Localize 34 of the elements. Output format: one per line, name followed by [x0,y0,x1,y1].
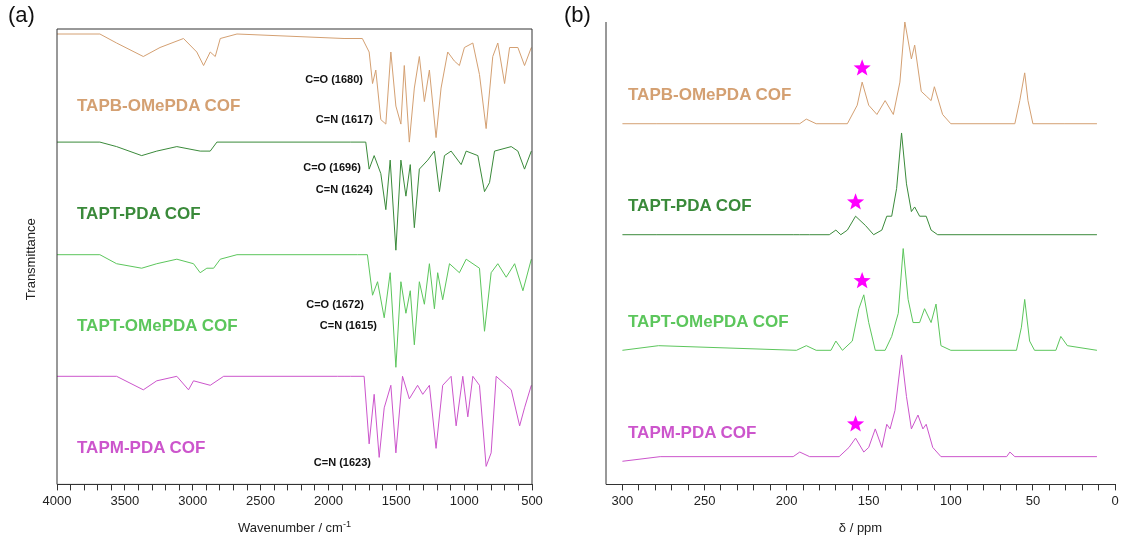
x-tick-label: 1000 [449,492,479,508]
x-tick-label: 250 [693,492,716,508]
annotation: C=O (1672) [306,298,365,311]
text: TAPB-OMePDA COF [77,95,241,115]
x-tick-label: 0 [1111,492,1119,508]
x-tick-label: 4000 [42,492,72,508]
annotation: C=N (1624) [315,183,374,196]
text: (a) [8,2,35,28]
series-label: TAPM-PDA COF [628,422,757,442]
text: (b) [564,2,591,28]
x-tick-label: 3500 [110,492,140,508]
y-axis-title: Transmittance [23,218,38,301]
x-tick-label: 2000 [313,492,343,508]
annotation: C=O (1680) [305,73,364,86]
x-tick-label: 150 [857,492,880,508]
annotation: C=N (1617) [315,113,374,126]
annotation: C=O (1696) [303,161,362,174]
text: TAPT-PDA COF [77,203,201,223]
series-label: TAPT-PDA COF [628,196,752,216]
x-tick-label: 3000 [178,492,208,508]
x-tick-label: 100 [939,492,962,508]
annotation: C=N (1615) [319,319,378,332]
x-tick-label: 200 [775,492,798,508]
x-tick-label: 50 [1025,492,1041,508]
x-tick-label: 2500 [246,492,276,508]
x-tick-label: 500 [521,492,543,508]
x-axis-title: δ / ppm [838,520,883,535]
text: TAPT-OMePDA COF [77,316,238,336]
annotation: C=N (1623) [313,456,372,469]
x-tick-label: 300 [611,492,634,508]
text: TAPM-PDA COF [77,437,206,457]
series-label: TAPB-OMePDA COF [628,85,792,105]
series-label: TAPT-OMePDA COF [628,311,789,331]
x-tick-label: 1500 [381,492,411,508]
